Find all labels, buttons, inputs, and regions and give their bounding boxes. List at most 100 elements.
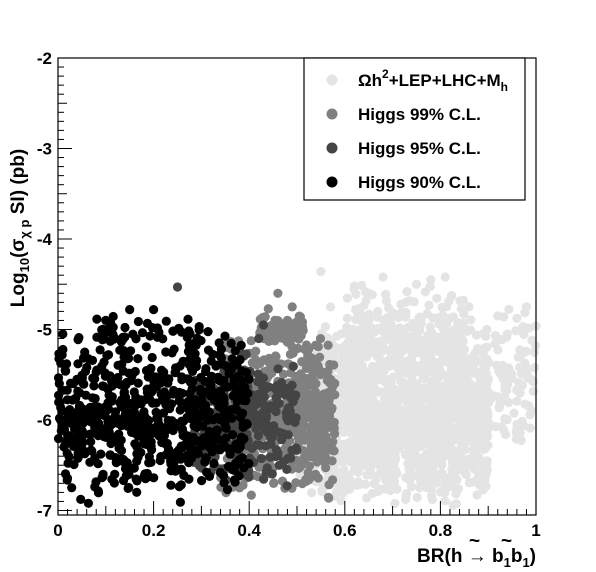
data-point	[523, 364, 533, 374]
data-point	[446, 291, 456, 301]
data-point	[113, 414, 123, 424]
data-point	[191, 361, 201, 372]
series-3	[53, 305, 254, 508]
data-point	[357, 418, 367, 428]
data-point	[185, 413, 196, 424]
data-point	[169, 385, 179, 396]
data-point	[279, 457, 289, 467]
data-point	[481, 432, 491, 442]
data-point	[299, 406, 309, 416]
data-point	[385, 485, 395, 496]
data-point	[196, 336, 206, 346]
data-point	[472, 416, 482, 426]
data-point	[205, 442, 215, 453]
data-point	[214, 338, 224, 348]
data-point	[76, 494, 86, 504]
data-point	[86, 429, 96, 439]
data-point	[303, 358, 313, 368]
data-point	[104, 390, 114, 400]
data-point	[422, 450, 432, 460]
data-point	[271, 352, 281, 362]
data-point	[254, 333, 264, 344]
data-point	[264, 358, 275, 368]
data-point	[227, 404, 237, 415]
data-point	[359, 300, 369, 311]
data-point	[317, 367, 327, 377]
data-point	[449, 330, 459, 340]
data-point	[133, 378, 143, 388]
data-point	[145, 331, 155, 341]
data-point	[128, 368, 138, 378]
data-point	[422, 482, 432, 493]
data-point	[252, 360, 262, 370]
data-point	[73, 359, 83, 369]
data-point	[401, 494, 411, 505]
data-point	[350, 458, 360, 468]
data-point	[461, 419, 472, 429]
data-point	[74, 445, 84, 455]
data-point	[385, 425, 395, 435]
data-point	[62, 395, 72, 405]
data-point	[119, 387, 129, 397]
data-point	[253, 421, 263, 431]
data-point	[440, 444, 450, 454]
data-point	[418, 342, 428, 352]
data-point	[110, 469, 120, 479]
data-point	[184, 355, 194, 365]
data-point	[448, 500, 458, 510]
data-point	[246, 490, 256, 500]
data-point	[463, 383, 474, 393]
data-point	[511, 434, 521, 444]
data-point	[263, 304, 273, 314]
data-point	[433, 416, 443, 426]
data-point	[409, 297, 419, 307]
data-point	[480, 456, 490, 466]
data-point	[481, 331, 491, 341]
data-point	[315, 352, 325, 362]
data-point	[282, 481, 292, 491]
data-point	[466, 315, 476, 325]
data-point	[437, 468, 447, 478]
data-point	[278, 333, 288, 343]
data-point	[204, 471, 215, 481]
data-point	[111, 458, 121, 468]
data-point	[89, 381, 99, 391]
data-point	[151, 407, 161, 417]
data-point	[260, 312, 270, 322]
data-point	[93, 431, 103, 441]
data-point	[253, 377, 263, 387]
legend-marker-omega	[326, 74, 338, 86]
data-point	[212, 412, 222, 423]
data-point	[357, 363, 367, 373]
data-point	[364, 309, 374, 319]
data-point	[256, 453, 266, 464]
data-point	[254, 440, 264, 450]
data-point	[464, 302, 474, 312]
data-point	[419, 370, 430, 380]
data-point	[419, 438, 429, 448]
data-point	[294, 463, 304, 473]
data-point	[326, 360, 336, 370]
data-point	[284, 317, 294, 327]
data-point	[309, 453, 320, 463]
data-point	[300, 421, 310, 431]
data-point	[457, 401, 468, 411]
data-point	[164, 399, 174, 409]
data-point	[413, 403, 423, 413]
data-point	[407, 372, 417, 383]
legend-label-omega: Ωh2+LEP+LHC+Mh	[358, 67, 508, 94]
data-point	[435, 336, 445, 346]
data-point	[229, 375, 239, 385]
data-point	[227, 430, 238, 440]
data-point	[385, 323, 395, 333]
data-point	[261, 467, 271, 477]
data-point	[197, 476, 207, 486]
data-point	[133, 354, 143, 364]
data-point	[433, 358, 443, 368]
data-point	[159, 367, 169, 377]
data-point	[430, 367, 440, 377]
data-point	[90, 393, 100, 404]
data-point	[147, 352, 157, 363]
data-point	[92, 314, 102, 324]
tilde-mark: ~	[469, 531, 480, 552]
